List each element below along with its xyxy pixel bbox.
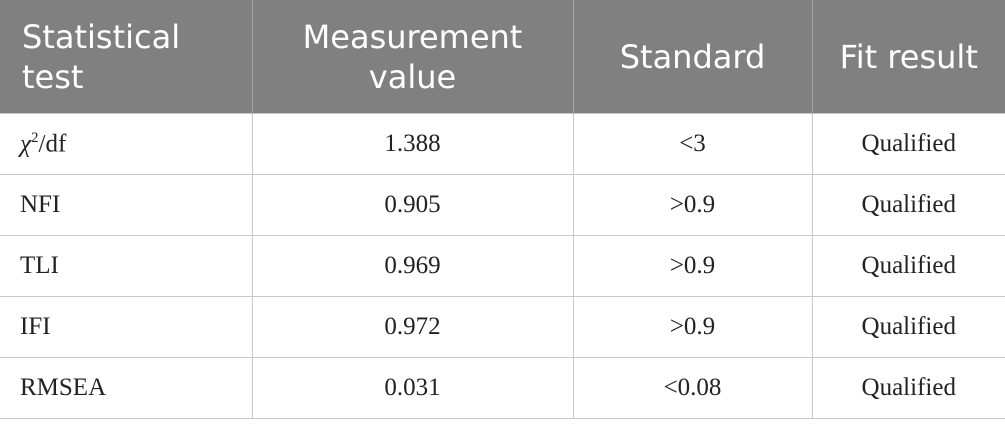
cell: <0.08 xyxy=(572,357,813,419)
table-header: Statistical test Measurement value Standar… xyxy=(0,0,1005,114)
table-row: RMSEA 0.031 <0.08 Qualified xyxy=(0,357,1005,419)
header-cell: Fit result xyxy=(811,0,1005,114)
table-row: IFI 0.972 >0.9 Qualified xyxy=(0,296,1005,358)
cell: Qualified xyxy=(811,357,1005,419)
cell: Qualified xyxy=(811,235,1005,297)
cell: >0.9 xyxy=(572,296,813,358)
cell: 1.388 xyxy=(251,113,574,175)
table-body: χ2/df 1.388 <3 Qualified NFI 0.905 >0.9 Qualifi… xyxy=(0,113,1005,419)
cell: 0.969 xyxy=(251,235,574,297)
cell: Qualified xyxy=(811,113,1005,175)
cell: TLI xyxy=(0,235,253,297)
suffix: /df xyxy=(38,130,67,158)
cell: 0.972 xyxy=(251,296,574,358)
cell: 0.031 xyxy=(251,357,574,419)
cell: Qualified xyxy=(811,174,1005,236)
header-cell: Standard xyxy=(572,0,812,114)
table-row: TLI 0.969 >0.9 Qualified xyxy=(0,235,1005,297)
cell: NFI xyxy=(0,174,253,236)
fit-table: Statistical test Measurement value Standar… xyxy=(0,0,1005,419)
cell: <3 xyxy=(572,113,813,175)
header-cell: Statistical test xyxy=(0,0,252,114)
cell: 0.905 xyxy=(251,174,574,236)
cell: >0.9 xyxy=(572,174,813,236)
superscript: 2 xyxy=(31,129,39,146)
cell: >0.9 xyxy=(572,235,813,297)
cell: RMSEA xyxy=(0,357,253,419)
cell: χ2/df xyxy=(0,113,253,175)
header-cell: Measurement value xyxy=(251,0,573,114)
table-row: NFI 0.905 >0.9 Qualified xyxy=(0,174,1005,236)
cell: IFI xyxy=(0,296,253,358)
table-row: χ2/df 1.388 <3 Qualified xyxy=(0,113,1005,175)
symbol: χ xyxy=(20,130,31,158)
cell: Qualified xyxy=(811,296,1005,358)
header-row: Statistical test Measurement value Standar… xyxy=(0,0,1005,114)
